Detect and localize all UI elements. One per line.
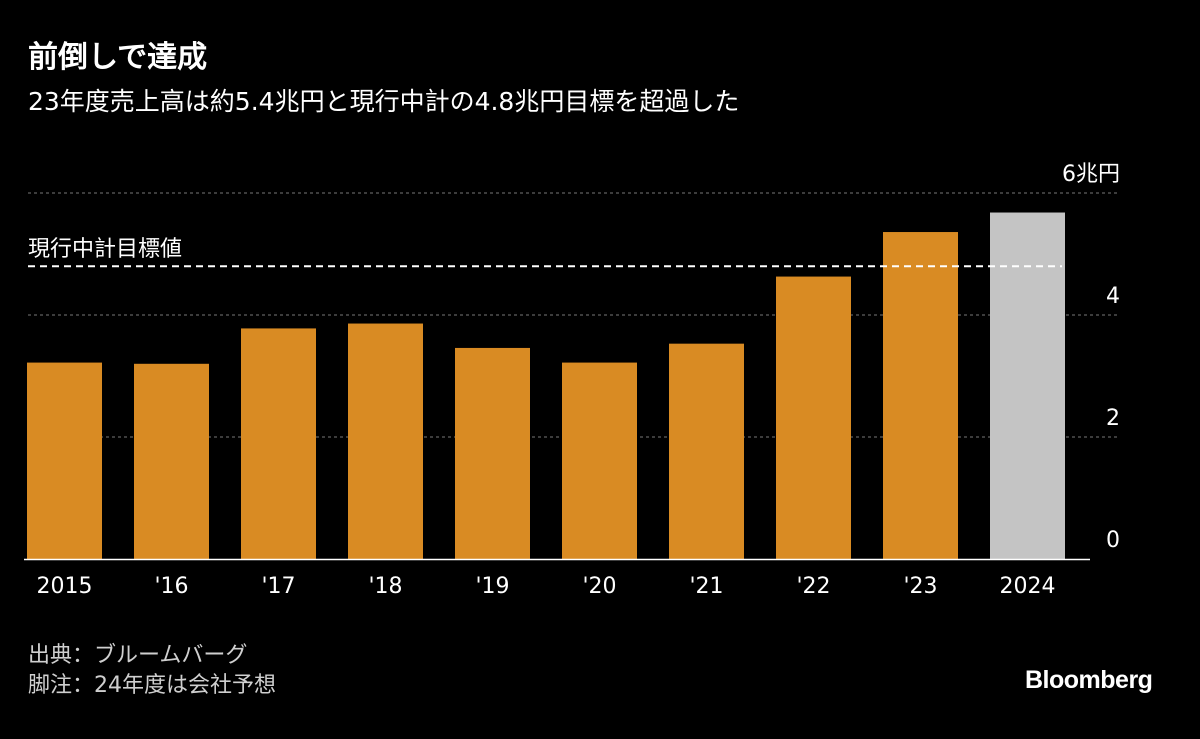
x-tick-label: 2024 xyxy=(1000,574,1056,599)
x-tick-label: '16 xyxy=(154,574,188,599)
bar xyxy=(241,328,316,559)
source-note: 出典：ブルームバーグ xyxy=(28,643,248,668)
bar xyxy=(27,362,102,559)
x-tick-label: '18 xyxy=(368,574,402,599)
bar xyxy=(455,347,530,559)
x-tick-label: '20 xyxy=(582,574,616,599)
forecast-bar xyxy=(990,212,1065,559)
x-tick-label: 2015 xyxy=(37,574,93,599)
bar xyxy=(883,232,958,560)
x-tick-label: '17 xyxy=(261,574,295,599)
x-tick-label: '22 xyxy=(796,574,830,599)
y-tick-label: 6兆円 xyxy=(1062,162,1120,187)
x-tick-label: '23 xyxy=(903,574,937,599)
y-tick-label: 4 xyxy=(1106,284,1120,309)
target-label: 現行中計目標値 xyxy=(28,237,182,262)
footnote: 脚注：24年度は会社予想 xyxy=(28,673,276,698)
x-tick-label: '21 xyxy=(689,574,723,599)
y-tick-label: 2 xyxy=(1106,406,1120,431)
bloomberg-logo: Bloomberg xyxy=(1025,666,1153,694)
bar xyxy=(134,363,209,559)
bar xyxy=(669,343,744,559)
chart-subtitle: 23年度売上高は約5.4兆円と現行中計の4.8兆円目標を超過した xyxy=(28,87,740,116)
bar xyxy=(562,362,637,559)
bar xyxy=(348,323,423,559)
y-tick-label: 0 xyxy=(1106,528,1120,553)
x-tick-label: '19 xyxy=(475,574,509,599)
bar xyxy=(776,276,851,559)
chart-title: 前倒しで達成 xyxy=(28,40,208,75)
